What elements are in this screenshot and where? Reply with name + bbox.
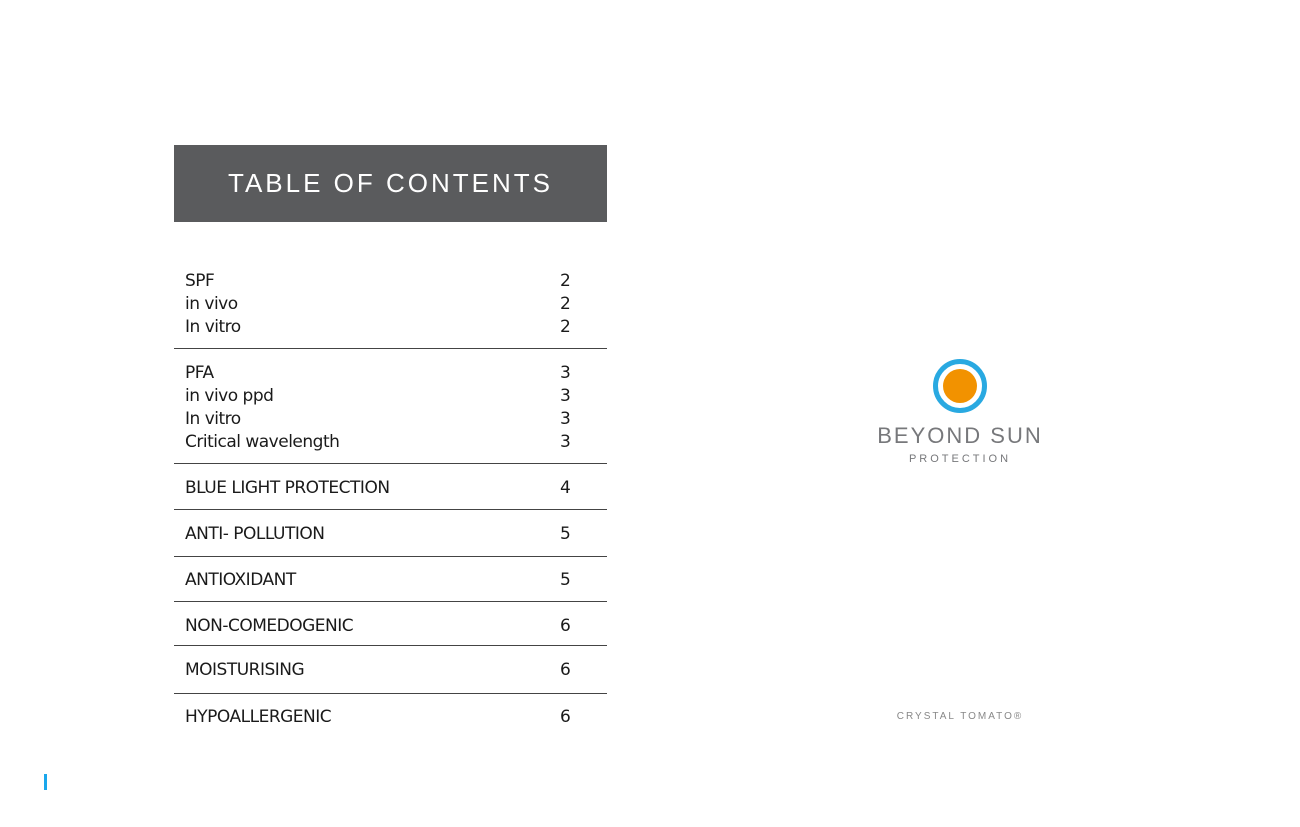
divider	[174, 645, 607, 646]
divider	[174, 463, 607, 464]
toc-entry[interactable]: HYPOALLERGENIC 6	[185, 706, 607, 729]
toc-entry-page: 3	[560, 386, 571, 406]
toc-entry-page: 2	[560, 317, 571, 337]
toc-header: TABLE OF CONTENTS	[174, 145, 607, 222]
toc-entry-label: PFA	[185, 363, 214, 383]
toc-entry-label: In vitro	[185, 317, 241, 337]
divider	[174, 601, 607, 602]
page-marker	[44, 774, 47, 790]
toc-entry-label: in vivo ppd	[185, 386, 274, 406]
toc-entry-label: MOISTURISING	[185, 660, 305, 680]
toc-section: ANTIOXIDANT 5	[185, 569, 607, 592]
toc-section: PFA 3 in vivo ppd 3 In vitro 3 Critical wavele…	[185, 362, 607, 454]
toc-section: NON-COMEDOGENIC 6	[185, 615, 607, 638]
toc-entry[interactable]: in vivo ppd 3	[185, 385, 607, 408]
toc-entry-page: 6	[560, 616, 571, 636]
divider	[174, 693, 607, 694]
toc-entry[interactable]: PFA 3	[185, 362, 607, 385]
toc-entry-page: 6	[560, 660, 571, 680]
toc-entry-label: ANTI- POLLUTION	[185, 524, 325, 544]
toc-entry-label: in vivo	[185, 294, 238, 314]
sun-icon	[933, 359, 987, 413]
toc-entry-page: 4	[560, 478, 571, 498]
toc-entry[interactable]: In vitro 3	[185, 408, 607, 431]
toc-entry[interactable]: MOISTURISING 6	[185, 659, 607, 682]
toc-title: TABLE OF CONTENTS	[228, 168, 553, 198]
divider	[174, 509, 607, 510]
divider	[174, 348, 607, 349]
footer-brand: CRYSTAL TOMATO®	[896, 711, 1024, 722]
toc-entry-label: Critical wavelength	[185, 432, 340, 452]
toc-entry-page: 5	[560, 570, 571, 590]
toc-entry-label: SPF	[185, 271, 215, 291]
beyond-sun-logo: BEYOND SUN PROTECTION	[860, 355, 1060, 465]
toc-entry[interactable]: In vitro 2	[185, 316, 607, 339]
toc-section: SPF 2 in vivo 2 In vitro 2	[185, 270, 607, 339]
toc-entry[interactable]: ANTI- POLLUTION 5	[185, 523, 607, 546]
toc-entry[interactable]: Critical wavelength 3	[185, 431, 607, 454]
toc-section: MOISTURISING 6	[185, 659, 607, 682]
toc-entry-label: BLUE LIGHT PROTECTION	[185, 478, 390, 498]
toc-entry-label: HYPOALLERGENIC	[185, 707, 332, 727]
toc-section: ANTI- POLLUTION 5	[185, 523, 607, 546]
toc-entry[interactable]: NON-COMEDOGENIC 6	[185, 615, 607, 638]
toc-entry-page: 6	[560, 707, 571, 727]
toc-entry-label: NON-COMEDOGENIC	[185, 616, 354, 636]
toc-entry[interactable]: in vivo 2	[185, 293, 607, 316]
toc-section: HYPOALLERGENIC 6	[185, 706, 607, 729]
toc-entry[interactable]: BLUE LIGHT PROTECTION 4	[185, 477, 607, 500]
toc-entry-page: 2	[560, 271, 571, 291]
toc-entry-label: In vitro	[185, 409, 241, 429]
logo-brand: BEYOND SUN	[877, 423, 1043, 448]
toc-entry-page: 5	[560, 524, 571, 544]
toc-section: BLUE LIGHT PROTECTION 4	[185, 477, 607, 500]
toc-entry-label: ANTIOXIDANT	[185, 570, 296, 590]
logo-subtitle: PROTECTION	[908, 453, 1012, 465]
toc-entry-page: 3	[560, 409, 571, 429]
toc-entry[interactable]: ANTIOXIDANT 5	[185, 569, 607, 592]
toc-entry[interactable]: SPF 2	[185, 270, 607, 293]
toc-entry-page: 3	[560, 432, 571, 452]
toc-entry-page: 2	[560, 294, 571, 314]
toc-entry-page: 3	[560, 363, 571, 383]
divider	[174, 556, 607, 557]
